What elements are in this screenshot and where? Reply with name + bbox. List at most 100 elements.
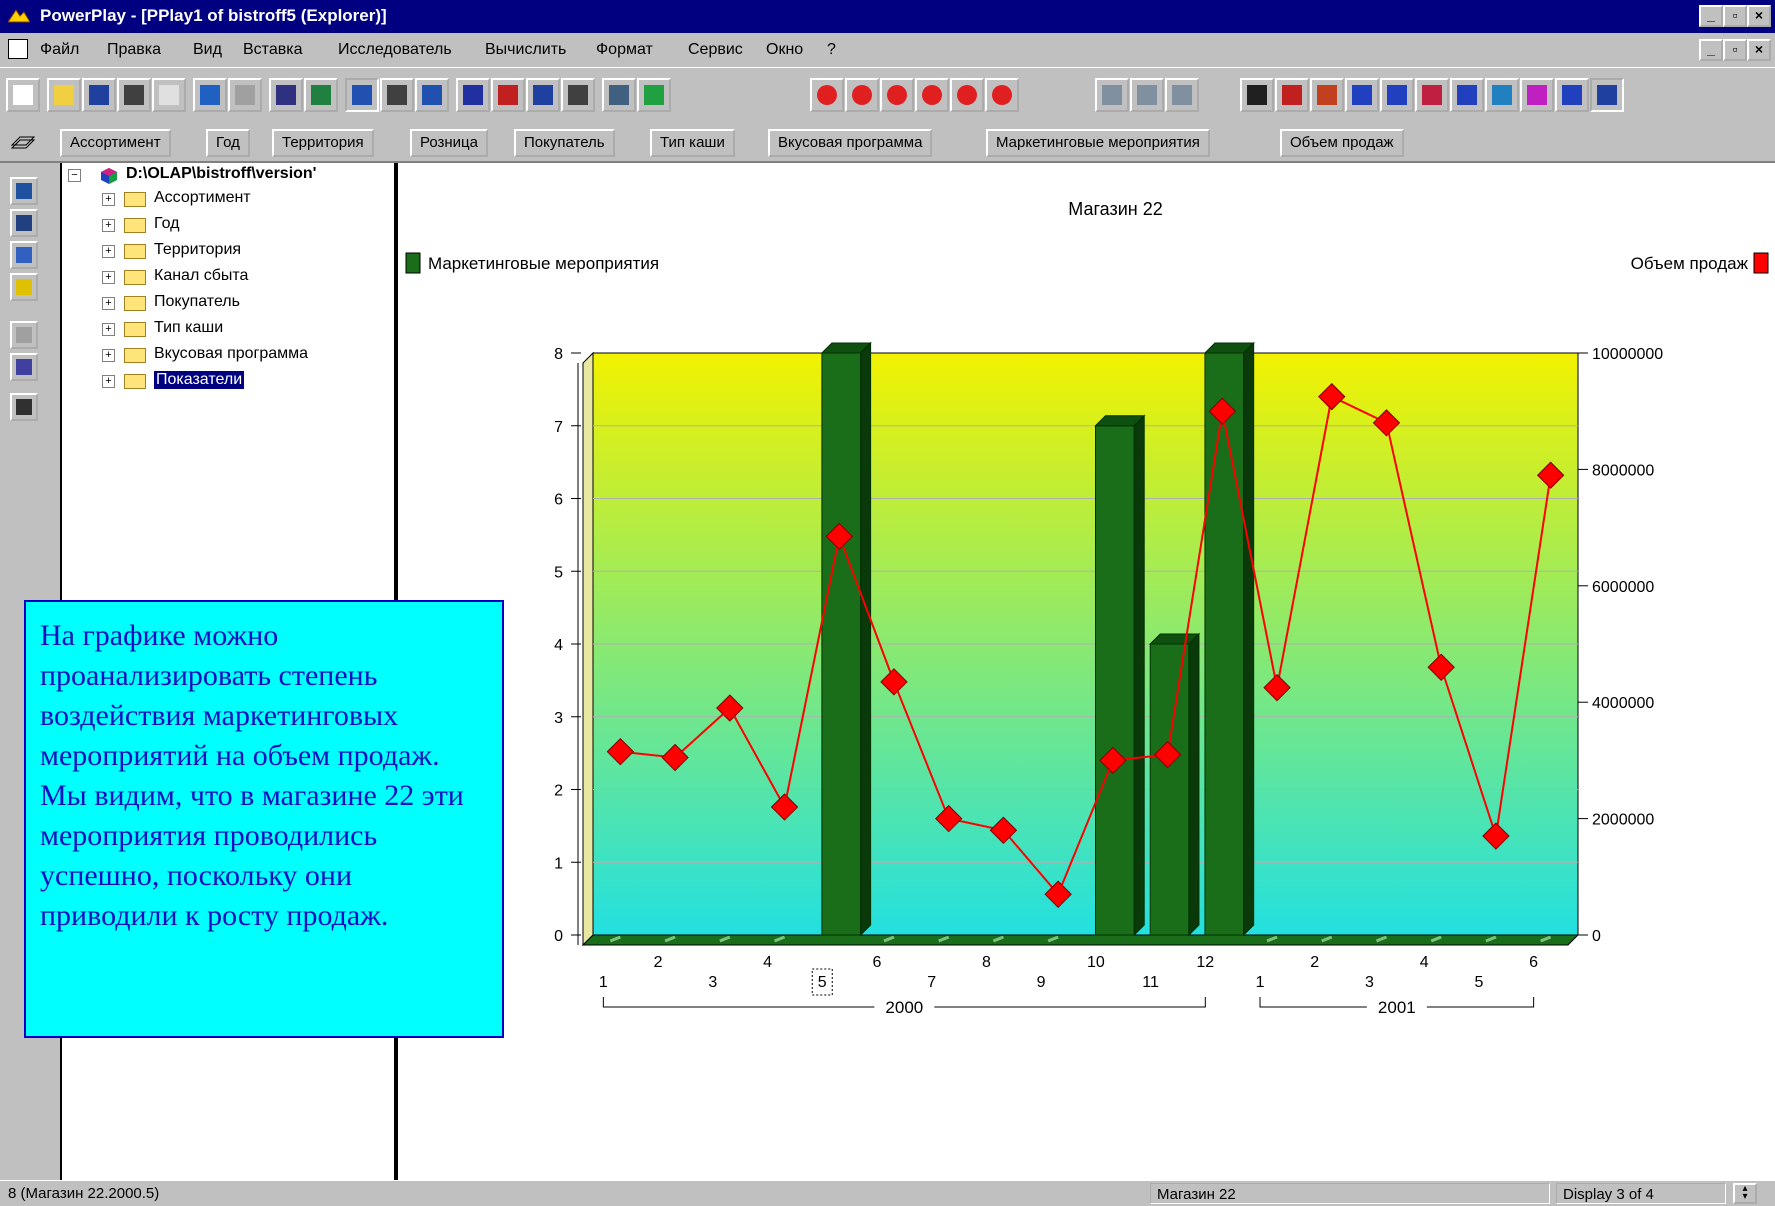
dim-tab-assortment[interactable]: Ассортимент [60,129,171,157]
layout-1-icon[interactable] [1095,78,1129,112]
display-bar2-icon[interactable] [1380,78,1414,112]
sales-point [716,694,744,722]
dim-tab-marketing[interactable]: Маркетинговые мероприятия [986,129,1210,157]
crosstab-icon[interactable] [345,78,379,112]
menu-explorer[interactable]: Исследователь [338,41,452,58]
highlight-1-icon[interactable] [810,78,844,112]
abc-icon[interactable] [10,353,38,381]
rank-icon[interactable] [491,78,525,112]
sales-point [989,816,1018,844]
dimension-viewer-icon[interactable] [10,177,38,205]
sales-point [825,522,853,551]
bar-zero-mark [883,935,895,943]
dim-tab-sales-volume[interactable]: Объем продаж [1280,129,1404,157]
list-icon[interactable] [561,78,595,112]
display-area-icon[interactable] [1520,78,1554,112]
menu-view[interactable]: Вид [193,41,222,58]
drill-icon[interactable] [304,78,338,112]
layout-2-icon[interactable] [1130,78,1164,112]
doc-minimize-button[interactable]: _ [1699,39,1723,61]
sort-icon[interactable] [456,78,490,112]
highlight-3-icon[interactable] [880,78,914,112]
binoculars-icon[interactable] [10,393,38,421]
expand-icon[interactable]: + [102,323,115,336]
dim-tab-retail[interactable]: Розница [410,129,488,157]
report-icon[interactable] [602,78,636,112]
close-button[interactable]: × [1747,5,1771,27]
menu-service[interactable]: Сервис [688,41,743,58]
dim-tab-year[interactable]: Год [206,129,250,157]
new-icon[interactable] [6,78,40,112]
print-icon[interactable] [117,78,151,112]
display-spinner[interactable]: ▴ ▾ [1733,1183,1757,1204]
menu-edit[interactable]: Правка [107,41,162,58]
display-bar-icon[interactable] [1345,78,1379,112]
dim-tab-territory[interactable]: Территория [272,129,374,157]
left-tick-label: 6 [554,492,563,509]
left-tick-label: 1 [554,855,563,872]
preview-icon[interactable] [152,78,186,112]
menu-file[interactable]: Файл [40,41,80,58]
minimize-button[interactable]: _ [1699,5,1723,27]
layout-3-icon[interactable] [1165,78,1199,112]
swap-icon[interactable] [415,78,449,112]
tree-item-label: Тип каши [154,319,224,336]
menu-calculate[interactable]: Вычислить [485,41,567,58]
redo-icon[interactable] [228,78,262,112]
exception-icon[interactable] [637,78,671,112]
display-clustered-icon[interactable] [1415,78,1449,112]
highlight-5-icon[interactable] [950,78,984,112]
powerplay-logo-icon [8,9,30,23]
display-scatter-icon[interactable] [1555,78,1589,112]
expand-icon[interactable]: + [102,297,115,310]
menu-format[interactable]: Формат [596,41,653,58]
layers-icon[interactable] [10,241,38,269]
tree-item-label: Канал сбыта [154,267,249,284]
title-bar[interactable]: PowerPlay - [PPlay1 of bistroff5 (Explor… [0,0,1775,33]
open-icon[interactable] [47,78,81,112]
expand-icon[interactable]: + [102,219,115,232]
doc-close-button[interactable]: × [1747,39,1771,61]
menu-help[interactable]: ? [827,41,836,58]
display-3dbar-icon[interactable] [1310,78,1344,112]
add-icon[interactable] [380,78,414,112]
maximize-button[interactable]: ▫ [1723,5,1747,27]
highlight-2-icon[interactable] [845,78,879,112]
display-table-icon[interactable] [1240,78,1274,112]
filter-icon[interactable] [10,273,38,301]
menu-insert[interactable]: Вставка [243,41,303,58]
document-icon[interactable] [8,39,28,59]
expand-icon[interactable]: + [102,193,115,206]
undo-icon[interactable] [193,78,227,112]
bar-side [1188,632,1200,937]
status-bar: 8 (Магазин 22.2000.5) Магазин 22 Display… [0,1180,1775,1206]
doc-restore-button[interactable]: ▫ [1723,39,1747,61]
sales-line [620,395,1552,897]
folder-icon [124,218,146,233]
display-pie-icon[interactable] [1275,78,1309,112]
menu-window[interactable]: Окно [766,41,804,58]
bar-side [860,341,872,937]
save-icon[interactable] [82,78,116,112]
measures-icon[interactable] [10,209,38,237]
expand-icon[interactable]: + [102,349,115,362]
collapse-icon[interactable]: − [68,169,81,182]
dim-tab-porridge-type[interactable]: Тип каши [650,129,735,157]
bar [1095,425,1135,936]
display-correlation-icon[interactable] [1590,78,1624,112]
bar-zero-mark [1047,935,1059,943]
expand-icon[interactable]: + [102,245,115,258]
expand-icon[interactable]: + [102,375,115,388]
dim-tab-flavor-program[interactable]: Вкусовая программа [768,129,933,157]
expand-icon[interactable]: + [102,271,115,284]
highlight-4-icon[interactable] [915,78,949,112]
filter-icon[interactable] [526,78,560,112]
display-stacked-icon[interactable] [1450,78,1484,112]
display-line-icon[interactable] [1485,78,1519,112]
dim-tab-customer[interactable]: Покупатель [514,129,615,157]
percent-icon[interactable] [10,321,38,349]
dimension-line-icon[interactable] [10,133,36,151]
sales-point [1427,653,1455,681]
explore-icon[interactable] [269,78,303,112]
highlight-6-icon[interactable] [985,78,1019,112]
